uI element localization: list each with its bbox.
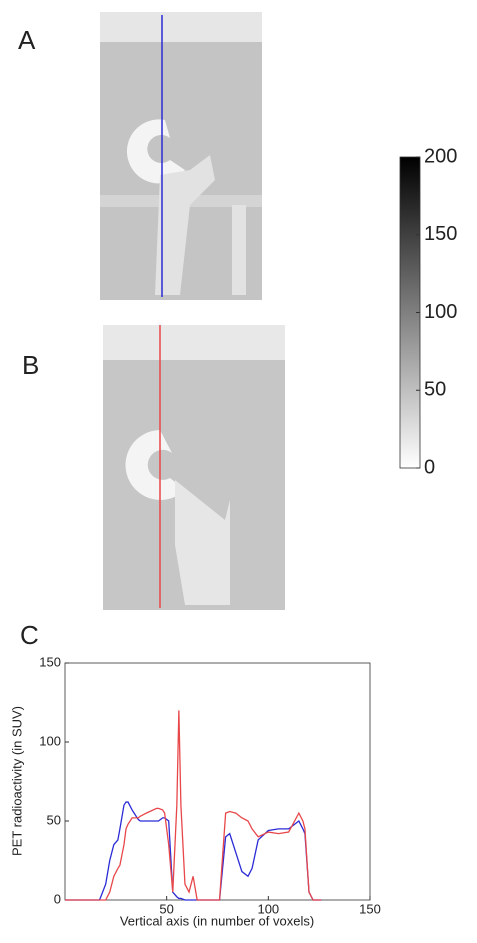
y-tick-label: 100 (39, 733, 61, 748)
y-tick-label: 150 (39, 654, 61, 669)
panel-label: A (18, 25, 36, 55)
figure: A B C Vertical axis (in number of voxels… (0, 0, 477, 943)
panel-label: B (22, 350, 39, 380)
y-axis-label: PET radioactivity (in SUV) (9, 706, 24, 856)
y-tick-label: 0 (54, 891, 61, 906)
colorbar-tick-label: 50 (424, 379, 446, 401)
x-tick-label: 50 (159, 901, 173, 916)
colorbar-tick-label: 200 (424, 145, 457, 167)
x-axis-label: Vertical axis (in number of voxels) (120, 913, 314, 928)
panel-label: C (20, 620, 39, 650)
plot-frame (65, 663, 370, 900)
line (65, 802, 321, 900)
line (65, 710, 321, 900)
colorbar-tick-label: 100 (424, 301, 457, 323)
x-tick-label: 100 (257, 901, 279, 916)
colorbar-tick-label: 0 (424, 456, 435, 478)
x-tick-label: 150 (359, 901, 381, 916)
image-b (103, 325, 285, 610)
image-a (100, 12, 262, 300)
y-tick-label: 50 (47, 812, 61, 827)
colorbar-tick-label: 150 (424, 223, 457, 245)
